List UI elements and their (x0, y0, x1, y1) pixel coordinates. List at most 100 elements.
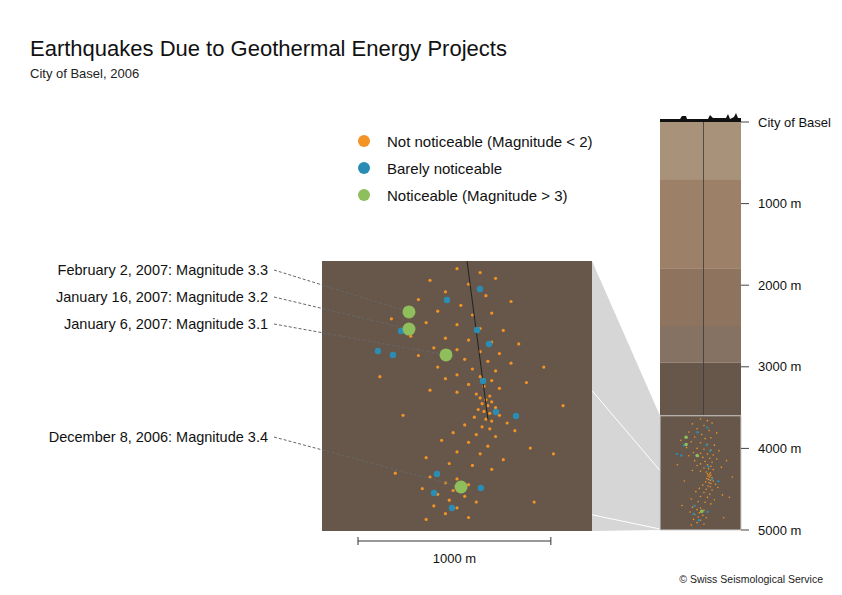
quake (542, 365, 545, 368)
depth-tick-label: 5000 m (758, 523, 801, 538)
inset-quake (704, 438, 706, 440)
inset-quake (698, 519, 700, 521)
inset-quake (708, 430, 710, 432)
inset-quake (700, 463, 702, 465)
quake (533, 500, 536, 503)
inset-quake (732, 476, 734, 478)
inset-quake (706, 478, 708, 480)
depth-tick (741, 122, 749, 123)
inset-quake (703, 425, 705, 427)
quake (561, 404, 564, 407)
inset-quake (684, 436, 688, 440)
inset-quake (692, 506, 694, 508)
inset-quake (688, 455, 690, 457)
quake (444, 290, 447, 293)
inset-quake (729, 497, 731, 499)
quake (425, 321, 428, 324)
zoom-projection (592, 261, 660, 531)
quake (455, 391, 458, 394)
inset-quake (706, 511, 708, 513)
scale-bar-cap (358, 537, 359, 545)
quake (467, 441, 470, 444)
inset-quake (707, 420, 709, 422)
quake (513, 413, 519, 419)
inset-quake (711, 489, 713, 491)
quake (431, 490, 437, 496)
geologic-layer (660, 179, 741, 269)
inset-quake (702, 515, 704, 517)
inset-quake (710, 437, 712, 439)
quake (509, 362, 512, 365)
quake (432, 346, 435, 349)
quake (494, 435, 497, 438)
inset-frame (660, 416, 741, 530)
scale-bar (358, 541, 551, 542)
quake (452, 489, 455, 492)
quake (448, 499, 451, 502)
quake (475, 433, 478, 436)
quake (493, 409, 499, 415)
quake (463, 495, 466, 498)
inset-quake (697, 501, 699, 503)
quake (440, 348, 453, 361)
quake (463, 423, 466, 426)
quake (440, 439, 443, 442)
inset-quake (681, 505, 683, 507)
inset-quake (726, 460, 728, 462)
inset-quake (714, 499, 716, 501)
quake (484, 418, 487, 421)
inset-quake (693, 519, 695, 521)
quake (455, 477, 458, 480)
quake (498, 387, 501, 390)
quake (490, 419, 493, 422)
inset-quake (700, 452, 702, 454)
quake (525, 381, 528, 384)
quake (425, 518, 428, 521)
projection-line (592, 391, 660, 471)
inset-quake (703, 467, 705, 469)
inset-quake (694, 436, 696, 438)
inset-quake (707, 473, 709, 475)
quake (463, 358, 466, 361)
annotation: January 16, 2007: Magnitude 3.2 (56, 289, 268, 305)
inset-quake (707, 465, 709, 467)
quake (455, 506, 458, 509)
inset-quake (696, 428, 698, 430)
quake (494, 406, 497, 409)
inset-quake (705, 444, 707, 446)
quake (436, 365, 439, 368)
subtitle: City of Basel, 2006 (30, 66, 139, 81)
inset-quake (700, 418, 702, 420)
annotation: January 6, 2007: Magnitude 3.1 (64, 316, 268, 332)
inset-quake (702, 457, 704, 459)
depth-column (660, 122, 741, 530)
quake (473, 416, 476, 419)
chart-root: Earthquakes Due to Geothermal Energy Pro… (0, 0, 842, 595)
quake (434, 471, 440, 477)
quake (402, 323, 415, 336)
legend-swatch (358, 162, 370, 174)
inset-quake (697, 516, 699, 518)
quake (529, 446, 532, 449)
legend-label: Not noticeable (Magnitude < 2) (387, 133, 593, 150)
quake (402, 305, 415, 318)
annotation-leader (274, 437, 454, 485)
quake (513, 429, 516, 432)
quake (509, 300, 512, 303)
depth-tick-label: 1000 m (758, 196, 801, 211)
inset-quake (707, 485, 709, 487)
inset-quake (696, 509, 698, 511)
inset-quake (717, 480, 719, 482)
quake (480, 402, 483, 405)
depth-tick (741, 366, 749, 367)
borehole (467, 261, 488, 420)
inset-quake (684, 443, 688, 447)
quake (477, 408, 480, 411)
annotation: December 8, 2006: Magnitude 3.4 (49, 429, 268, 445)
quake (480, 378, 486, 384)
annotation-leader (274, 297, 402, 327)
inset-quake (689, 511, 691, 513)
quake (390, 317, 393, 320)
inset-quake (696, 522, 698, 524)
inset-quake (722, 494, 724, 496)
